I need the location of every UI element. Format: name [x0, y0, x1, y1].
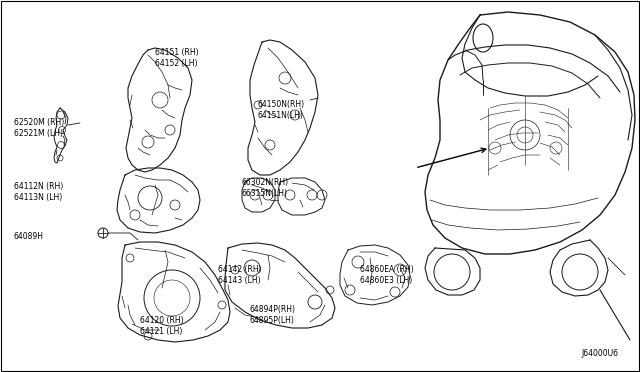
Text: J64000U6: J64000U6: [581, 349, 618, 358]
Text: 62520M (RH)
62521M (LH): 62520M (RH) 62521M (LH): [14, 118, 64, 138]
Text: 64150N(RH)
64151N(LH): 64150N(RH) 64151N(LH): [258, 100, 305, 120]
Text: 64112N (RH)
64113N (LH): 64112N (RH) 64113N (LH): [14, 182, 63, 202]
Text: 64120 (RH)
64121 (LH): 64120 (RH) 64121 (LH): [140, 316, 184, 336]
Text: 66302N(RH)
66315N(LH): 66302N(RH) 66315N(LH): [242, 178, 289, 198]
Text: 64142 (RH)
64143 (LH): 64142 (RH) 64143 (LH): [218, 265, 262, 285]
Text: 64860EA (RH)
64860E3 (LH): 64860EA (RH) 64860E3 (LH): [360, 265, 413, 285]
Text: 64089H: 64089H: [14, 232, 44, 241]
Text: 64151 (RH)
64152 (LH): 64151 (RH) 64152 (LH): [155, 48, 198, 68]
Text: 64894P(RH)
64895P(LH): 64894P(RH) 64895P(LH): [250, 305, 296, 325]
